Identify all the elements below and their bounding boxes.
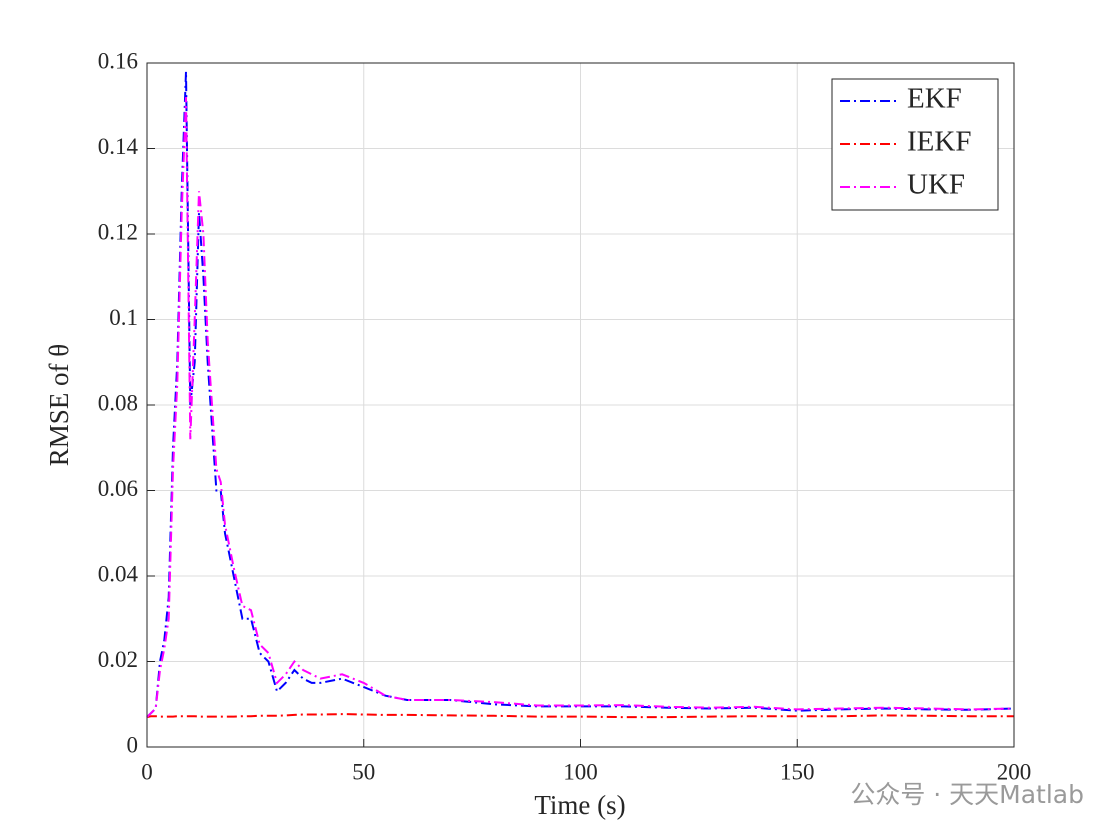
y-tick-label: 0.14 [98,134,139,159]
x-tick-label: 200 [997,759,1032,784]
x-tick-label: 150 [780,759,815,784]
watermark: 公众号 · 天天Matlab [850,780,1084,809]
y-tick-label: 0.08 [98,390,138,415]
x-tick-label: 0 [141,759,153,784]
y-tick-label: 0.04 [98,561,139,586]
x-tick-label: 50 [352,759,375,784]
legend-label: IEKF [907,126,971,158]
y-tick-label: 0.16 [98,48,138,73]
x-axis-label: Time (s) [534,790,625,820]
x-tick-label: 100 [563,759,598,784]
y-tick-label: 0.12 [98,219,138,244]
y-tick-label: 0.06 [98,476,138,501]
legend-label: EKF [907,83,962,115]
plot-frame [146,62,1015,748]
y-tick-label: 0 [127,732,139,757]
y-axis-label: RMSE of θ [44,344,74,466]
y-tick-label: 0.02 [98,647,138,672]
legend: EKF IEKF UKF [831,78,999,211]
data-line [146,97,1015,718]
data-line [146,713,1014,719]
legend-label: UKF [907,169,965,201]
data-line [146,71,1015,718]
legend-box [831,78,999,211]
y-tick-label: 0.1 [109,305,138,330]
